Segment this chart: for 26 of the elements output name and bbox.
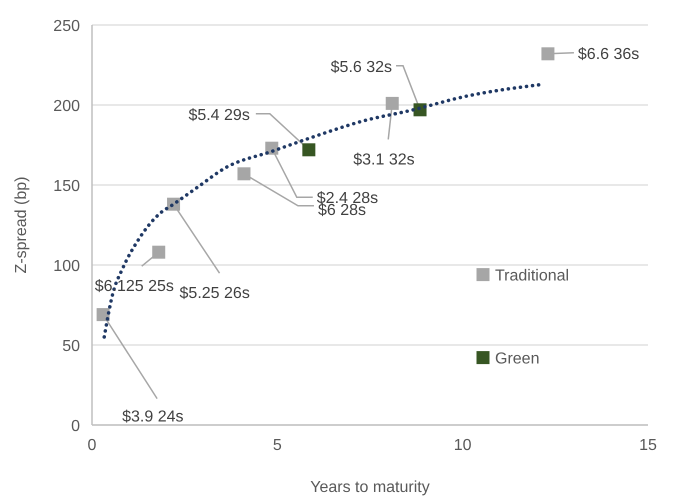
y-tick-label: 200 [53,98,80,115]
annotation: $5.4 29s [188,106,250,124]
annotation: $6.125 25s [94,278,174,296]
y-tick-label: 150 [53,178,80,195]
x-tick-label: 5 [272,437,282,454]
y-tick-label: 50 [62,338,80,355]
x-tick-label: 15 [639,437,657,454]
annotation: $5.25 26s [180,285,250,302]
point [237,167,250,180]
point [152,246,166,259]
y-tick-label: 250 [53,18,80,35]
annotation: $3.9 24s [122,408,184,426]
legend-label: Traditional [495,268,570,285]
annotation: $3.1 32s [353,151,415,168]
point [541,47,554,60]
point [302,143,316,156]
annotation: $6.6 36s [578,46,640,63]
y-tick-label: 0 [71,418,80,435]
x-tick-label: 10 [454,437,472,454]
annotation: $5.6 32s [330,58,392,76]
x-tick-label: 0 [88,437,97,454]
y-axis-title: Z-spread (bp) [13,176,30,274]
legend-label: Green [495,350,540,368]
x-axis-title: Years to maturity [310,479,430,496]
point [386,96,399,110]
y-tick-label: 100 [53,258,80,275]
